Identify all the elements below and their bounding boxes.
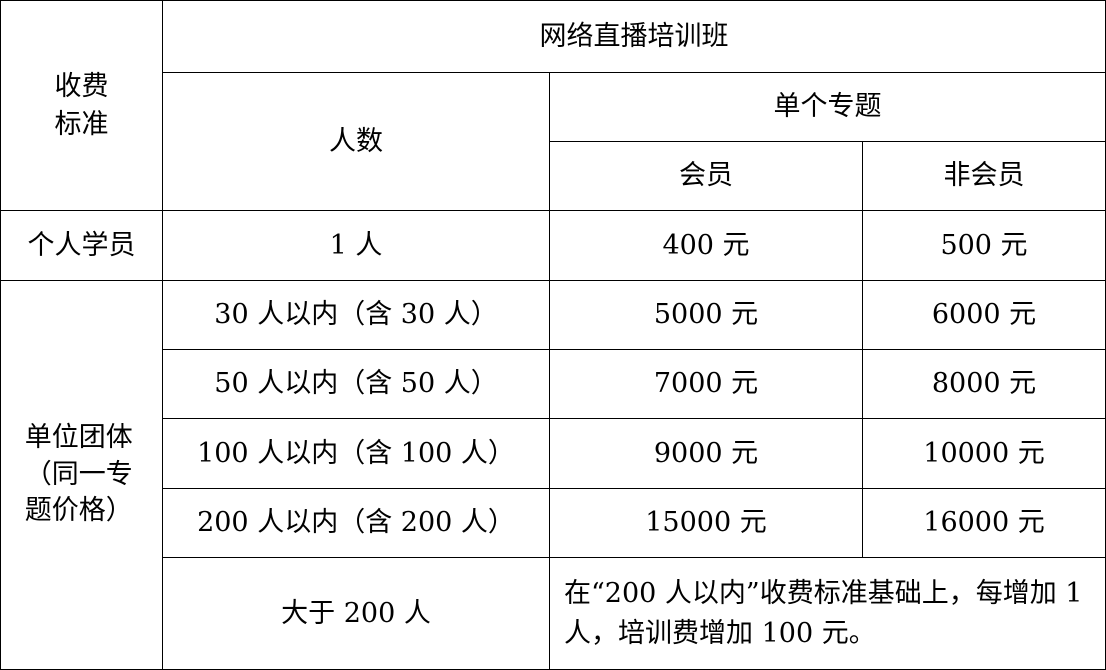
member-header: 会员 <box>549 141 863 211</box>
table-title: 网络直播培训班 <box>161 0 1106 73</box>
over-note: 在“200 人以内”收费标准基础上，每增加 1 人，培训费增加 100 元。 <box>548 557 1106 670</box>
corner-cell: 收费标准 <box>0 0 163 211</box>
member-price: 400 元 <box>549 210 863 281</box>
table-row: 单位团体（同一专题价格） 30 人以内（含 30 人） 5000 元 6000 … <box>0 280 1106 670</box>
nonmember-price: 16000 元 <box>861 488 1106 558</box>
nonmember-price: 6000 元 <box>861 280 1106 350</box>
count-cell: 1 人 <box>162 210 550 281</box>
table-row: 大于 200 人 在“200 人以内”收费标准基础上，每增加 1 人，培训费增加… <box>1 557 1106 670</box>
member-price: 9000 元 <box>549 418 863 489</box>
nonmember-header: 非会员 <box>861 141 1106 211</box>
individual-label: 个人学员 <box>0 210 163 281</box>
nonmember-price: 10000 元 <box>861 418 1106 489</box>
topic-header: 单个专题 <box>548 72 1106 142</box>
group-label: 单位团体（同一专题价格） <box>24 422 133 527</box>
nonmember-price: 500 元 <box>861 210 1106 281</box>
count-cell: 200 人以内（含 200 人） <box>162 488 550 558</box>
nonmember-price: 8000 元 <box>861 349 1106 419</box>
group-label-cell: 单位团体（同一专题价格） <box>0 280 163 670</box>
table-row: 200 人以内（含 200 人） 15000 元 16000 元 <box>1 488 1106 558</box>
people-header: 人数 <box>162 72 550 211</box>
table-row: 个人学员 1 人 400 元 500 元 <box>0 210 1106 281</box>
member-price: 7000 元 <box>549 349 863 419</box>
count-cell: 大于 200 人 <box>162 557 550 670</box>
count-cell: 100 人以内（含 100 人） <box>162 418 550 489</box>
count-cell: 30 人以内（含 30 人） <box>162 280 550 350</box>
member-price: 5000 元 <box>549 280 863 350</box>
table-row: 100 人以内（含 100 人） 9000 元 10000 元 <box>1 418 1106 489</box>
member-price: 15000 元 <box>549 488 863 558</box>
count-cell: 50 人以内（含 50 人） <box>162 349 550 419</box>
corner-label: 收费标准 <box>54 70 109 140</box>
table-row: 50 人以内（含 50 人） 7000 元 8000 元 <box>1 349 1106 419</box>
